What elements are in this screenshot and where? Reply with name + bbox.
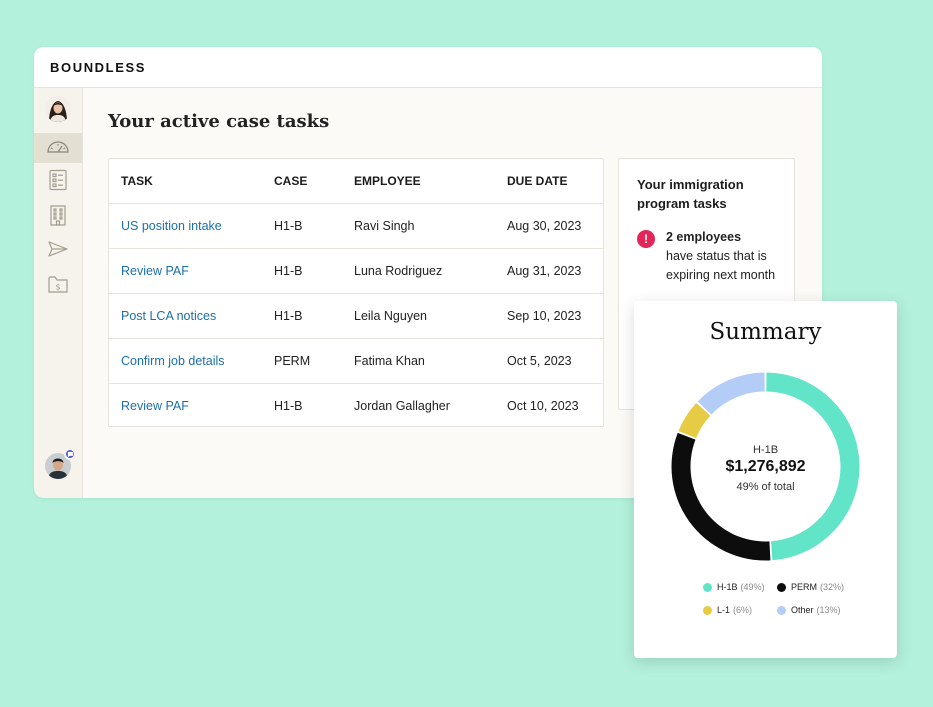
chat-badge-icon[interactable] — [64, 448, 76, 460]
column-header-task[interactable]: TASK — [109, 159, 262, 204]
column-header-employee[interactable]: EMPLOYEE — [342, 159, 495, 204]
case-cell: H1-B — [274, 398, 303, 413]
task-link[interactable]: Confirm job details — [109, 338, 262, 384]
employee-cell: Ravi Singh — [342, 203, 495, 249]
employee-cell: Fatima Khan — [342, 338, 495, 384]
employee-cell: Jordan Gallagher — [354, 398, 450, 413]
summary-title: Summary — [709, 319, 822, 345]
table-header-row: TASK CASE EMPLOYEE DUE DATE — [109, 159, 603, 204]
case-cell: H1-B — [262, 203, 342, 249]
sidebar-item-company[interactable] — [34, 202, 82, 232]
table-row[interactable]: Review PAF H1-B Jordan Gallagher Oct 10,… — [109, 383, 603, 428]
column-header-case[interactable]: CASE — [262, 159, 342, 204]
legend-item-perm: PERM (32%) — [777, 582, 844, 592]
column-header-due-date[interactable]: DUE DATE — [495, 159, 603, 204]
account-avatar[interactable] — [45, 453, 71, 479]
list-document-icon — [48, 169, 68, 196]
task-link[interactable]: Review PAF — [109, 248, 262, 294]
user-avatar[interactable] — [45, 96, 71, 122]
brand-logo[interactable]: BOUNDLESS — [50, 59, 147, 75]
legend-percent: (6%) — [733, 605, 753, 615]
donut-chart — [671, 372, 860, 561]
program-tasks-title: Your immigration program tasks — [637, 177, 744, 211]
legend-label: Other — [791, 605, 814, 615]
tasks-table-card: TASK CASE EMPLOYEE DUE DATE US position … — [108, 158, 604, 427]
table-row[interactable]: US position intake H1-B Ravi Singh Aug 3… — [109, 203, 603, 249]
alert-icon: ! — [637, 230, 655, 248]
legend-percent: (49%) — [740, 582, 765, 592]
donut-slice-other[interactable] — [697, 372, 765, 415]
sidebar: $ — [34, 88, 83, 498]
due-date-cell: Oct 5, 2023 — [495, 338, 603, 384]
case-cell: H1-B — [262, 248, 342, 294]
building-icon — [48, 204, 68, 231]
task-link[interactable]: Review PAF — [121, 398, 189, 413]
employee-cell: Leila Nguyen — [342, 293, 495, 339]
due-date-cell: Aug 31, 2023 — [495, 248, 603, 294]
alert-body-text: have status that is expiring next month — [666, 249, 776, 282]
legend-label: L-1 — [717, 605, 731, 615]
top-bar: BOUNDLESS — [34, 47, 822, 88]
due-date-cell: Aug 30, 2023 — [495, 203, 603, 249]
legend-label: PERM — [791, 582, 818, 592]
legend-percent: (13%) — [816, 605, 841, 615]
alert-text: 2 employees have status that is expiring… — [666, 228, 776, 285]
table-row[interactable]: Review PAF H1-B Luna Rodriguez Aug 31, 2… — [109, 248, 603, 294]
employee-cell: Luna Rodriguez — [342, 248, 495, 294]
legend-swatch — [777, 605, 786, 615]
tasks-table: TASK CASE EMPLOYEE DUE DATE US position … — [109, 159, 603, 428]
page-title: Your active case tasks — [108, 111, 330, 132]
summary-card: Summary H-1B $1,276,892 49% of total H-1… — [634, 301, 897, 658]
donut-center-label: H-1B — [752, 444, 779, 456]
task-link[interactable]: Post LCA notices — [109, 293, 262, 339]
sidebar-item-dashboard[interactable] — [34, 133, 82, 163]
legend-item-other: Other (13%) — [777, 605, 841, 615]
legend-swatch — [703, 605, 712, 615]
sidebar-item-tasks[interactable] — [34, 167, 82, 197]
due-date-cell: Oct 10, 2023 — [507, 398, 579, 413]
donut-slice-l-1[interactable] — [678, 402, 711, 439]
send-icon — [47, 240, 69, 263]
legend-swatch — [777, 582, 786, 592]
donut-center-subtext: 49% of total — [736, 481, 795, 493]
dashboard-gauge-icon — [46, 138, 70, 159]
main-content: Your active case tasks TASK CASE EMPLOYE… — [83, 88, 822, 498]
app-window: BOUNDLESS — [34, 47, 822, 498]
sidebar-item-messages[interactable] — [34, 236, 82, 266]
svg-text:$: $ — [55, 282, 60, 291]
alert-bold-text: 2 employees — [666, 230, 742, 244]
folder-dollar-icon: $ — [47, 274, 69, 299]
donut-slice-h-1b[interactable] — [766, 372, 860, 561]
task-link[interactable]: US position intake — [109, 203, 262, 249]
legend-item-h1b: H-1B (49%) — [703, 582, 765, 592]
expiring-status-alert[interactable]: ! 2 employees have status that is expiri… — [637, 228, 776, 285]
donut-slice-perm[interactable] — [671, 432, 771, 561]
due-date-cell: Sep 10, 2023 — [495, 293, 603, 339]
legend-swatch — [703, 582, 712, 592]
legend-item-l1: L-1 (6%) — [703, 605, 752, 615]
legend-label: H-1B — [717, 582, 738, 592]
case-cell: PERM — [262, 338, 342, 384]
table-row[interactable]: Confirm job details PERM Fatima Khan Oct… — [109, 338, 603, 384]
donut-center-value: $1,276,892 — [725, 458, 806, 475]
table-row[interactable]: Post LCA notices H1-B Leila Nguyen Sep 1… — [109, 293, 603, 339]
sidebar-item-billing[interactable]: $ — [34, 271, 82, 301]
legend-percent: (32%) — [820, 582, 845, 592]
case-cell: H1-B — [262, 293, 342, 339]
